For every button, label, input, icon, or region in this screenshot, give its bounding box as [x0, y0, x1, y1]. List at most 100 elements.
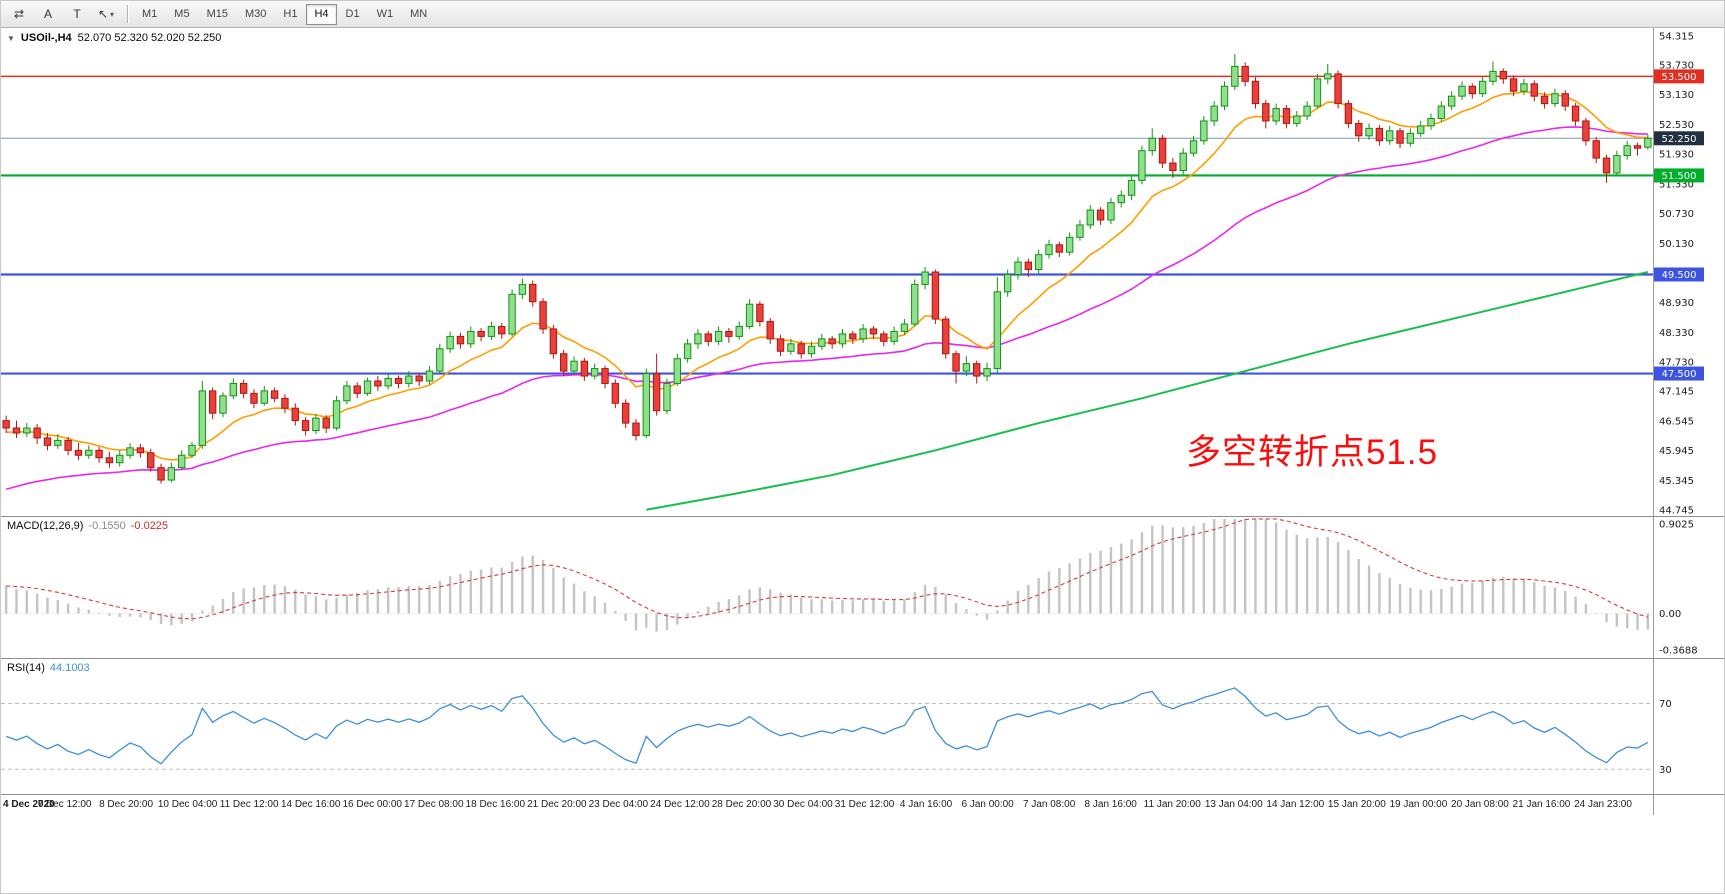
svg-text:47.730: 47.730: [1659, 358, 1694, 369]
svg-text:50.730: 50.730: [1659, 209, 1694, 220]
time-label: 21 Jan 16:00: [1512, 799, 1571, 810]
time-label: 20 Jan 08:00: [1451, 799, 1509, 810]
timeframe-m15-button[interactable]: M15: [206, 8, 228, 20]
candlestick-chart[interactable]: 54.315 53.730 53.130 52.530 51.930 51.330 50.7…: [1, 28, 1725, 516]
time-label: 31 Dec 12:00: [834, 799, 895, 810]
timeframe-d1-button[interactable]: D1: [345, 8, 360, 20]
time-label: 4 Dec 2020: [3, 799, 55, 810]
time-label: 24 Dec 12:00: [650, 799, 710, 810]
chart-shift-button[interactable]: ⇄: [13, 7, 25, 21]
symbol-dropdown-icon[interactable]: ▼: [7, 33, 15, 43]
time-label: 7 Dec 12:00: [37, 799, 92, 810]
medium-ma-line: [5, 126, 1648, 491]
svg-text:47.500: 47.500: [1662, 369, 1697, 380]
svg-text:53.500: 53.500: [1662, 72, 1697, 83]
svg-text:30: 30: [1659, 765, 1672, 776]
svg-text:51.330: 51.330: [1659, 179, 1694, 190]
svg-text:50.130: 50.130: [1659, 239, 1694, 250]
timeframe-m30-button[interactable]: M30: [244, 8, 267, 20]
svg-text:0.00: 0.00: [1659, 609, 1681, 620]
rsi-name: RSI(14): [7, 662, 45, 674]
ohlc-values: 52.070 52.320 52.020 52.250: [77, 32, 222, 44]
svg-text:48.930: 48.930: [1659, 298, 1694, 309]
time-label: 18 Dec 16:00: [465, 799, 526, 810]
macd-panel[interactable]: MACD(12,26,9) -0.1550 -0.0225 0.9025 0.00 -0…: [1, 517, 1724, 659]
macd-histogram: [4, 518, 1650, 632]
svg-text:54.315: 54.315: [1659, 32, 1694, 43]
svg-text:51.930: 51.930: [1659, 150, 1694, 161]
svg-text:46.545: 46.545: [1659, 416, 1694, 427]
svg-text:0.9025: 0.9025: [1659, 520, 1694, 531]
svg-text:48.330: 48.330: [1659, 328, 1694, 339]
rsi-chart[interactable]: 70 30: [1, 659, 1725, 794]
dropdown-caret-icon: ▾: [110, 9, 115, 19]
time-label: 11 Dec 12:00: [219, 799, 279, 810]
timeframe-m1-button[interactable]: M1: [142, 8, 158, 20]
time-label: 28 Dec 20:00: [711, 799, 772, 810]
time-label: 15 Jan 20:00: [1327, 799, 1386, 810]
svg-text:52.530: 52.530: [1659, 120, 1694, 131]
rsi-line: [5, 687, 1649, 765]
macd-signal-line: [6, 518, 1648, 620]
toolbar-separator: [127, 5, 128, 23]
axis-separator: [1653, 795, 1654, 815]
chart-title: ▼ USOil-,H4 52.070 52.320 52.020 52.250: [7, 32, 221, 44]
macd-chart[interactable]: 0.9025 0.00 -0.3688: [1, 517, 1725, 658]
time-label: 6 Jan 00:00: [961, 799, 1014, 810]
time-label: 13 Jan 04:00: [1204, 799, 1263, 810]
fast-ma-line: [6, 91, 1648, 461]
time-label: 14 Dec 16:00: [280, 799, 341, 810]
time-label: 23 Dec 04:00: [588, 799, 649, 810]
time-label: 8 Jan 16:00: [1084, 799, 1137, 810]
svg-text:49.500: 49.500: [1662, 270, 1697, 281]
time-label: 10 Dec 04:00: [157, 799, 218, 810]
svg-text:51.500: 51.500: [1662, 171, 1697, 182]
macd-label: MACD(12,26,9) -0.1550 -0.0225: [7, 520, 168, 532]
text-box-tool-button[interactable]: T: [73, 7, 81, 21]
macd-signal-value: -0.0225: [130, 520, 169, 532]
text-label-tool-button[interactable]: A: [43, 7, 52, 21]
time-label: 4 Jan 16:00: [899, 799, 953, 810]
symbol-period-label: USOil-,H4: [20, 32, 72, 44]
svg-text:53.730: 53.730: [1659, 60, 1694, 71]
svg-text:44.745: 44.745: [1659, 506, 1694, 517]
drawing-tools-group: ⇄ A T ↖ ▾: [5, 3, 121, 25]
time-label: 11 Jan 20:00: [1143, 799, 1201, 810]
time-axis[interactable]: 4 Dec 2020 7 Dec 12:00 8 Dec 20:00 10 Dec 0…: [1, 795, 1724, 815]
timeframe-mn-button[interactable]: MN: [410, 8, 428, 20]
time-label: 19 Jan 00:00: [1389, 799, 1448, 810]
macd-name: MACD(12,26,9): [7, 520, 84, 532]
toolbar: ⇄ A T ↖ ▾ M1 M5 M15 M30 H1 H4 D1 W1 MN: [1, 1, 1724, 28]
candles-layer[interactable]: [2, 54, 1652, 484]
timeframe-m5-button[interactable]: M5: [174, 8, 190, 20]
time-label: 24 Jan 23:00: [1574, 799, 1632, 810]
rsi-value: 44.1003: [49, 662, 90, 674]
time-label: 14 Jan 12:00: [1266, 799, 1325, 810]
macd-main-value: -0.1550: [88, 520, 126, 532]
chart-annotation-text[interactable]: 多空转折点51.5: [1186, 433, 1439, 472]
time-label: 7 Jan 08:00: [1023, 799, 1076, 810]
svg-text:47.145: 47.145: [1659, 387, 1694, 398]
time-label: 8 Dec 20:00: [99, 799, 154, 810]
arrow-tools-button[interactable]: ↖ ▾: [97, 7, 115, 21]
horizontal-level-lines[interactable]: [1, 75, 1653, 375]
time-label: 17 Dec 08:00: [404, 799, 464, 810]
rsi-panel[interactable]: RSI(14) 44.1003 70 30: [1, 659, 1724, 795]
svg-text:-0.3688: -0.3688: [1659, 645, 1698, 656]
price-axis: 54.315 53.730 53.130 52.530 51.930 51.330 50.7…: [1659, 32, 1694, 517]
time-label: 16 Dec 00:00: [342, 799, 402, 810]
timeframe-h4-button[interactable]: H4: [306, 3, 337, 25]
svg-text:52.250: 52.250: [1662, 134, 1697, 145]
svg-text:53.130: 53.130: [1659, 90, 1694, 101]
timeframe-group: M1 M5 M15 M30 H1 H4 D1 W1 MN: [134, 3, 436, 25]
timeframe-h1-button[interactable]: H1: [283, 8, 298, 20]
rsi-label: RSI(14) 44.1003: [7, 662, 90, 674]
time-label: 21 Dec 20:00: [527, 799, 587, 810]
main-chart-panel[interactable]: ▼ USOil-,H4 52.070 52.320 52.020 52.250 …: [1, 28, 1724, 517]
svg-text:45.345: 45.345: [1659, 476, 1694, 487]
timeframe-w1-button[interactable]: W1: [376, 8, 394, 20]
svg-text:45.945: 45.945: [1659, 446, 1694, 457]
time-label: 30 Dec 04:00: [773, 799, 833, 810]
svg-text:70: 70: [1659, 699, 1672, 710]
